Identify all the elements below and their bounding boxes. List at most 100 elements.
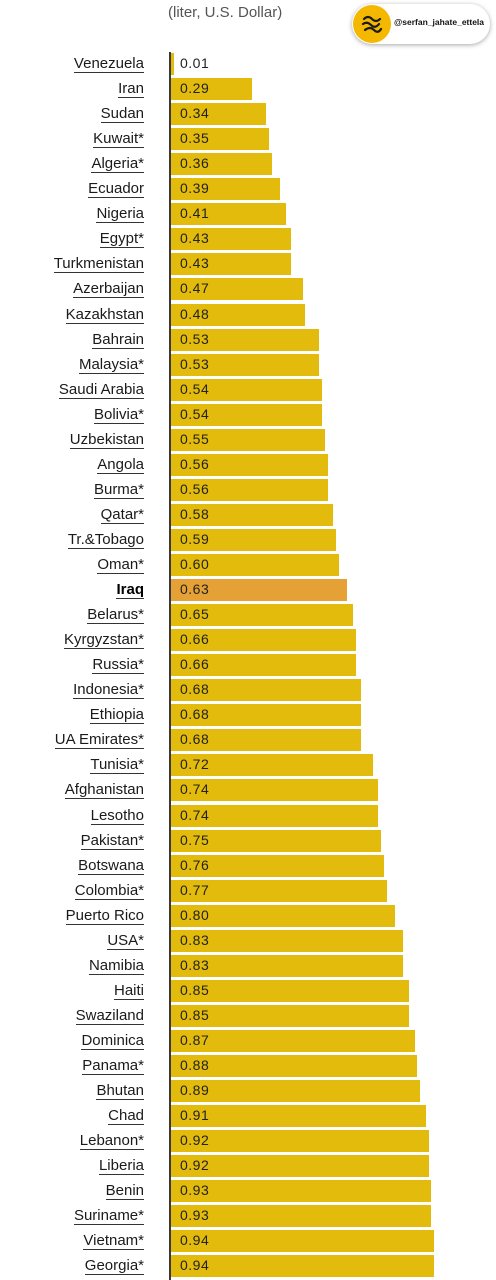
bar <box>171 1080 421 1103</box>
value-label: 0.43 <box>180 230 210 247</box>
category-label: Swaziland <box>75 1006 144 1025</box>
bar-row: Dominica 0.87 <box>0 1029 496 1054</box>
value-label: 0.76 <box>180 856 210 873</box>
bar <box>171 654 356 677</box>
bar <box>171 403 323 426</box>
bar-row: UA Emirates* 0.68 <box>0 728 496 753</box>
value-label: 0.93 <box>180 1182 210 1199</box>
bar <box>171 1255 435 1278</box>
bar <box>171 779 379 802</box>
category-label: Tr.&Tobago <box>67 530 144 549</box>
category-label: Benin <box>105 1182 144 1201</box>
bar <box>171 503 334 526</box>
bar <box>171 629 356 652</box>
bar-row: Bahrain 0.53 <box>0 328 496 353</box>
bar <box>171 1029 415 1052</box>
bar <box>171 103 267 126</box>
bar-row: Namibia 0.83 <box>0 954 496 979</box>
value-label: 0.94 <box>180 1232 210 1249</box>
bar-row: Venezuela 0.01 <box>0 52 496 77</box>
bar-row: Russia* 0.66 <box>0 653 496 678</box>
value-label: 0.93 <box>180 1207 210 1224</box>
category-label: Nigeria <box>96 205 144 224</box>
bar-row: Qatar* 0.58 <box>0 503 496 528</box>
category-label: Bolivia* <box>93 405 144 424</box>
watermark-badge: @serfan_jahate_ettela <box>352 4 490 44</box>
bar-row: Georgia* 0.94 <box>0 1254 496 1279</box>
bar <box>171 729 362 752</box>
bar <box>171 829 381 852</box>
bar <box>171 1105 426 1128</box>
category-label: Vietnam* <box>83 1232 144 1251</box>
bar-row: Belarus* 0.65 <box>0 603 496 628</box>
bar-row: Ecuador 0.39 <box>0 177 496 202</box>
category-label: Sudan <box>100 105 144 124</box>
value-label: 0.68 <box>180 731 210 748</box>
value-label: 0.92 <box>180 1157 210 1174</box>
bar-row: Burma* 0.56 <box>0 478 496 503</box>
bar-row: Nigeria 0.41 <box>0 202 496 227</box>
bar <box>171 604 353 627</box>
value-label: 0.53 <box>180 330 210 347</box>
bar <box>171 879 387 902</box>
bar <box>171 904 395 927</box>
bar-row: Egypt* 0.43 <box>0 227 496 252</box>
category-label: Botswana <box>78 856 144 875</box>
bar <box>171 203 286 226</box>
value-label: 0.85 <box>180 981 210 998</box>
value-label: 0.66 <box>180 631 210 648</box>
bar-row: Uzbekistan 0.55 <box>0 428 496 453</box>
watermark-handle: @serfan_jahate_ettela <box>394 17 485 27</box>
bar <box>171 303 306 326</box>
bar <box>171 954 404 977</box>
category-label: Tunisia* <box>90 756 144 775</box>
bar-row: Suriname* 0.93 <box>0 1204 496 1229</box>
value-label: 0.68 <box>180 681 210 698</box>
bar <box>171 153 272 176</box>
category-label: USA* <box>107 931 144 950</box>
category-label: Oman* <box>97 556 144 574</box>
value-label: 0.43 <box>180 255 210 272</box>
bar-row: Chad 0.91 <box>0 1104 496 1129</box>
value-label: 0.75 <box>180 831 210 848</box>
bar <box>171 704 362 727</box>
bar <box>171 328 320 351</box>
bar-row: Tr.&Tobago 0.59 <box>0 528 496 553</box>
value-label: 0.94 <box>180 1257 210 1274</box>
bar <box>171 979 409 1002</box>
logo-icon <box>353 5 391 43</box>
category-label: Chad <box>108 1107 144 1126</box>
value-label: 0.89 <box>180 1082 210 1099</box>
bar-row: Oman* 0.60 <box>0 553 496 578</box>
value-label: 0.74 <box>180 806 210 823</box>
bar-row: Angola 0.56 <box>0 453 496 478</box>
bar-row: Lebanon* 0.92 <box>0 1129 496 1154</box>
value-label: 0.60 <box>180 556 210 572</box>
value-label: 0.34 <box>180 105 210 122</box>
category-label: Russia* <box>92 656 144 675</box>
value-label: 0.92 <box>180 1132 210 1149</box>
bar <box>171 478 328 501</box>
value-label: 0.56 <box>180 480 210 497</box>
category-label: Namibia <box>88 956 144 975</box>
bar-row: Pakistan* 0.75 <box>0 829 496 854</box>
category-label: Ethiopia <box>89 706 144 725</box>
bar <box>171 128 269 151</box>
value-label: 0.63 <box>180 581 210 598</box>
bar <box>171 378 323 401</box>
bar-row: Ethiopia 0.68 <box>0 703 496 728</box>
value-label: 0.53 <box>180 355 210 372</box>
bar <box>171 1155 429 1178</box>
bar-row: Turkmenistan 0.43 <box>0 252 496 277</box>
category-label: Algeria* <box>91 155 144 174</box>
category-label: Bhutan <box>96 1082 144 1101</box>
category-label: Saudi Arabia <box>58 380 144 399</box>
value-label: 0.29 <box>180 80 210 97</box>
category-label: Egypt* <box>99 230 144 249</box>
bar <box>171 1205 432 1228</box>
value-label: 0.55 <box>180 430 210 447</box>
bar <box>171 754 373 777</box>
category-label: UA Emirates* <box>54 731 144 750</box>
bar <box>171 253 292 276</box>
bar <box>171 428 325 451</box>
